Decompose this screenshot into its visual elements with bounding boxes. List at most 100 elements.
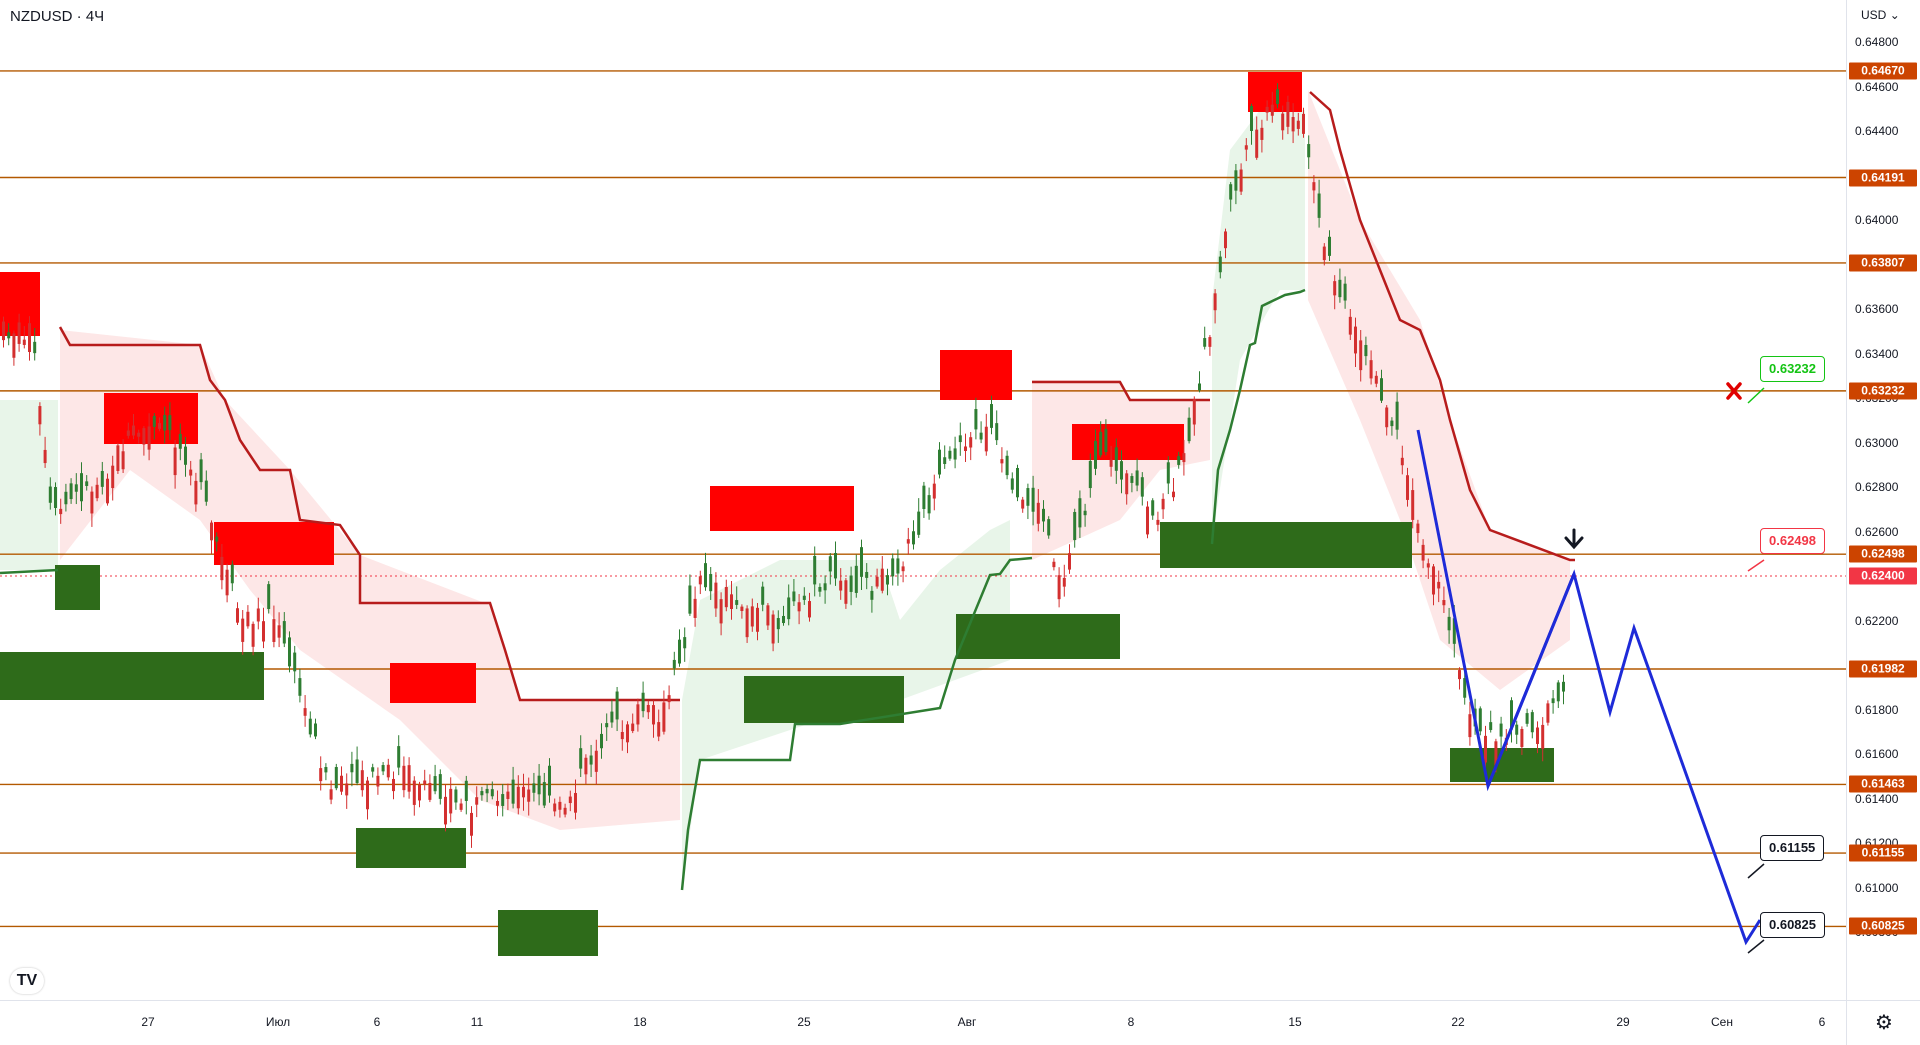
candle-body xyxy=(152,415,156,427)
candle-body xyxy=(225,569,229,596)
time-tick: 11 xyxy=(470,1015,484,1029)
level-price-label: 0.62498 xyxy=(1849,545,1917,563)
candle-body xyxy=(683,637,687,649)
candle-body xyxy=(168,415,172,431)
candle-body xyxy=(360,770,364,791)
candle-body xyxy=(1203,338,1207,347)
candle-body xyxy=(1021,499,1025,509)
candle-body xyxy=(1192,399,1196,425)
candle-body xyxy=(1052,561,1056,568)
candle-body xyxy=(912,531,915,545)
candle-body xyxy=(142,428,146,445)
candle-body xyxy=(735,600,739,605)
candle-body xyxy=(106,478,109,504)
candle-body xyxy=(719,599,723,624)
candle-body xyxy=(1536,727,1539,744)
candle-body xyxy=(964,446,967,451)
candle-body xyxy=(990,404,993,428)
price-axis[interactable]: USD ⌄ 0.648000.646000.644000.642000.6400… xyxy=(1846,0,1920,1000)
candle-body xyxy=(288,637,291,667)
close-icon xyxy=(1726,382,1742,400)
time-tick: 27 xyxy=(141,1015,155,1029)
candle-body xyxy=(204,480,208,502)
settings-corner[interactable]: ⚙ xyxy=(1846,1000,1920,1045)
candle-body xyxy=(730,594,733,609)
supply-zone xyxy=(940,350,1012,400)
candle-body xyxy=(59,508,63,515)
candle-body xyxy=(1515,724,1519,735)
candle-body xyxy=(1463,678,1467,698)
symbol-title[interactable]: NZDUSD · 4Ч xyxy=(10,8,105,25)
price-tick: 0.61800 xyxy=(1855,702,1899,717)
supply-zone xyxy=(1072,424,1184,460)
candle-body xyxy=(220,556,224,581)
candle-body xyxy=(428,782,432,800)
candle-body xyxy=(1234,170,1238,191)
demand-zone xyxy=(55,565,100,610)
candle-body xyxy=(1499,723,1503,737)
currency-selector[interactable]: USD ⌄ xyxy=(1861,8,1900,22)
candle-body xyxy=(433,776,437,792)
demand-zone xyxy=(956,614,1120,659)
trailing-stop-bear xyxy=(1309,91,1575,562)
time-tick: Авг xyxy=(957,1015,977,1029)
candle-body xyxy=(594,750,598,772)
price-tick: 0.63000 xyxy=(1855,435,1899,450)
time-tick: Сен xyxy=(1711,1015,1733,1029)
candle-body xyxy=(126,430,130,436)
candle-body xyxy=(80,473,83,502)
price-tick: 0.62800 xyxy=(1855,480,1899,494)
candle-body xyxy=(215,536,219,542)
callout-pointer xyxy=(1747,939,1765,954)
candle-body xyxy=(293,652,297,672)
candle-body xyxy=(329,789,333,800)
candle-body xyxy=(1276,89,1279,104)
candle-body xyxy=(1120,461,1123,480)
candle-body xyxy=(724,586,728,608)
candle-body xyxy=(641,692,645,712)
annotation-marks-layer xyxy=(1564,382,1765,954)
candle-body xyxy=(1510,700,1513,730)
candle-body xyxy=(1260,127,1264,140)
candle-body xyxy=(678,639,681,664)
candle-body xyxy=(1172,491,1175,498)
candle-body xyxy=(631,723,635,732)
candle-body xyxy=(449,788,453,814)
candle-body xyxy=(522,786,525,798)
chart-area[interactable]: NZDUSD · 4Ч TV 0.63232 0.62498 0.61155 0… xyxy=(0,0,1846,1000)
candle-body xyxy=(1166,462,1170,484)
candle-body xyxy=(1213,293,1217,311)
candle-body xyxy=(199,459,203,483)
gear-icon[interactable]: ⚙ xyxy=(1875,1012,1893,1034)
price-chart[interactable] xyxy=(0,0,1846,1000)
time-tick: 15 xyxy=(1288,1015,1302,1029)
candle-body xyxy=(906,539,910,544)
candle-body xyxy=(1458,670,1461,680)
time-tick: 8 xyxy=(1127,1015,1135,1029)
trailing-stop-bull xyxy=(680,556,1033,891)
candle-body xyxy=(761,586,765,605)
candle-body xyxy=(1484,735,1487,763)
time-axis[interactable]: 27 Июл 6 11 18 25 Авг 8 15 22 29 Сен 6 xyxy=(0,1000,1846,1045)
candle-body xyxy=(740,606,744,612)
candle-body xyxy=(485,788,489,794)
candle-body xyxy=(272,619,276,642)
candle-body xyxy=(527,789,531,802)
candle-body xyxy=(501,794,505,806)
tradingview-logo[interactable]: TV xyxy=(10,968,44,994)
projection-leg xyxy=(1486,573,1576,787)
candle-body xyxy=(1036,502,1040,524)
candle-body xyxy=(1359,340,1363,371)
candle-body xyxy=(43,449,47,464)
candle-body xyxy=(756,607,759,632)
candle-body xyxy=(579,748,583,769)
candle-body xyxy=(163,415,167,431)
price-tick: 0.64600 xyxy=(1855,79,1899,94)
candle-body xyxy=(1265,106,1269,113)
candle-body xyxy=(693,598,697,618)
candle-body xyxy=(615,691,619,720)
candle-body xyxy=(797,602,801,612)
candle-body xyxy=(1406,475,1409,500)
candle-body xyxy=(490,789,494,797)
candle-body xyxy=(1343,283,1347,301)
